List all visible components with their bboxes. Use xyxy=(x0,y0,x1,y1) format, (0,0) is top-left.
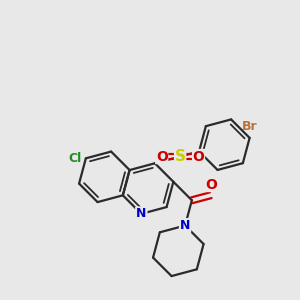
Text: O: O xyxy=(193,149,205,164)
Text: S: S xyxy=(175,149,186,164)
Text: N: N xyxy=(180,219,190,232)
Text: O: O xyxy=(205,178,217,192)
Text: Cl: Cl xyxy=(69,152,82,165)
Text: Br: Br xyxy=(242,120,257,133)
Text: N: N xyxy=(136,207,146,220)
Text: O: O xyxy=(156,149,168,164)
